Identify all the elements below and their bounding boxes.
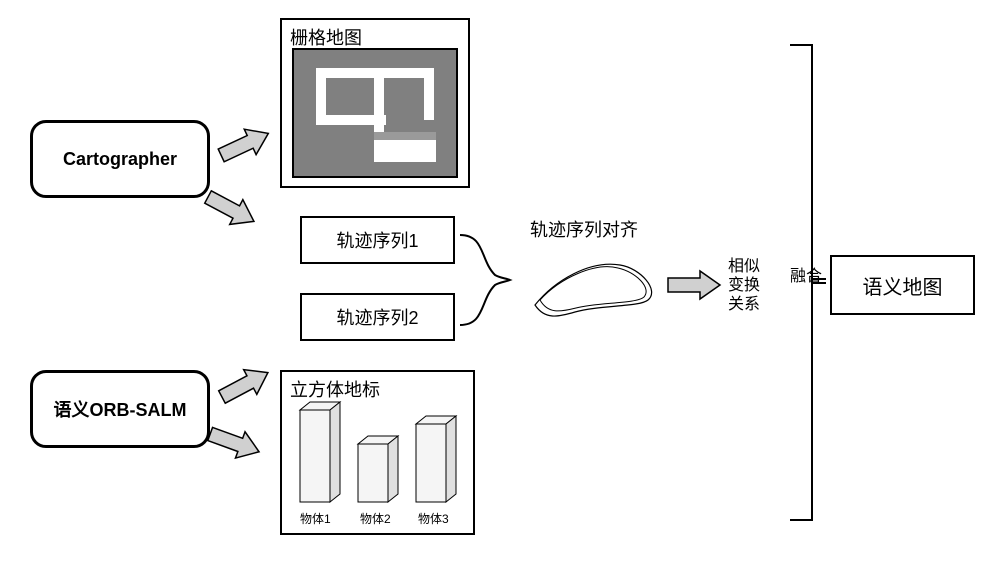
arrow-carto-grid bbox=[215, 121, 274, 168]
arrow-orb-traj2 bbox=[215, 360, 274, 409]
fusion-label: 融合 bbox=[790, 262, 822, 286]
gridmap-thumb bbox=[292, 48, 458, 178]
cartographer-label: Cartographer bbox=[63, 149, 177, 170]
brace-merge bbox=[460, 235, 510, 325]
arrow-align-sim bbox=[668, 271, 720, 299]
sim-l2: 变换 bbox=[728, 276, 760, 295]
sim-l1: 相似 bbox=[728, 257, 760, 276]
node-traj2: 轨迹序列2 bbox=[300, 293, 455, 341]
traj2-label: 轨迹序列2 bbox=[336, 304, 418, 330]
node-orbsalm: 语义ORB-SALM bbox=[30, 370, 210, 448]
arrow-carto-traj1 bbox=[201, 185, 260, 234]
obj3-label: 物体3 bbox=[418, 510, 449, 527]
align-label: 轨迹序列对齐 bbox=[530, 216, 638, 242]
node-cartographer: Cartographer bbox=[30, 120, 210, 198]
obj1-label: 物体1 bbox=[300, 510, 331, 527]
arrow-orb-cuboid bbox=[205, 421, 263, 465]
traj1-label: 轨迹序列1 bbox=[336, 227, 418, 253]
orbsalm-label: 语义ORB-SALM bbox=[54, 396, 187, 422]
sim-text: 相似 变换 关系 bbox=[728, 257, 760, 315]
node-traj1: 轨迹序列1 bbox=[300, 216, 455, 264]
obj2-label: 物体2 bbox=[360, 510, 391, 527]
cuboid-title: 立方体地标 bbox=[290, 376, 380, 402]
semmap-label: 语义地图 bbox=[863, 271, 943, 300]
node-semmap: 语义地图 bbox=[830, 255, 975, 315]
gridmap-title: 栅格地图 bbox=[290, 24, 362, 50]
sim-l3: 关系 bbox=[728, 295, 760, 314]
